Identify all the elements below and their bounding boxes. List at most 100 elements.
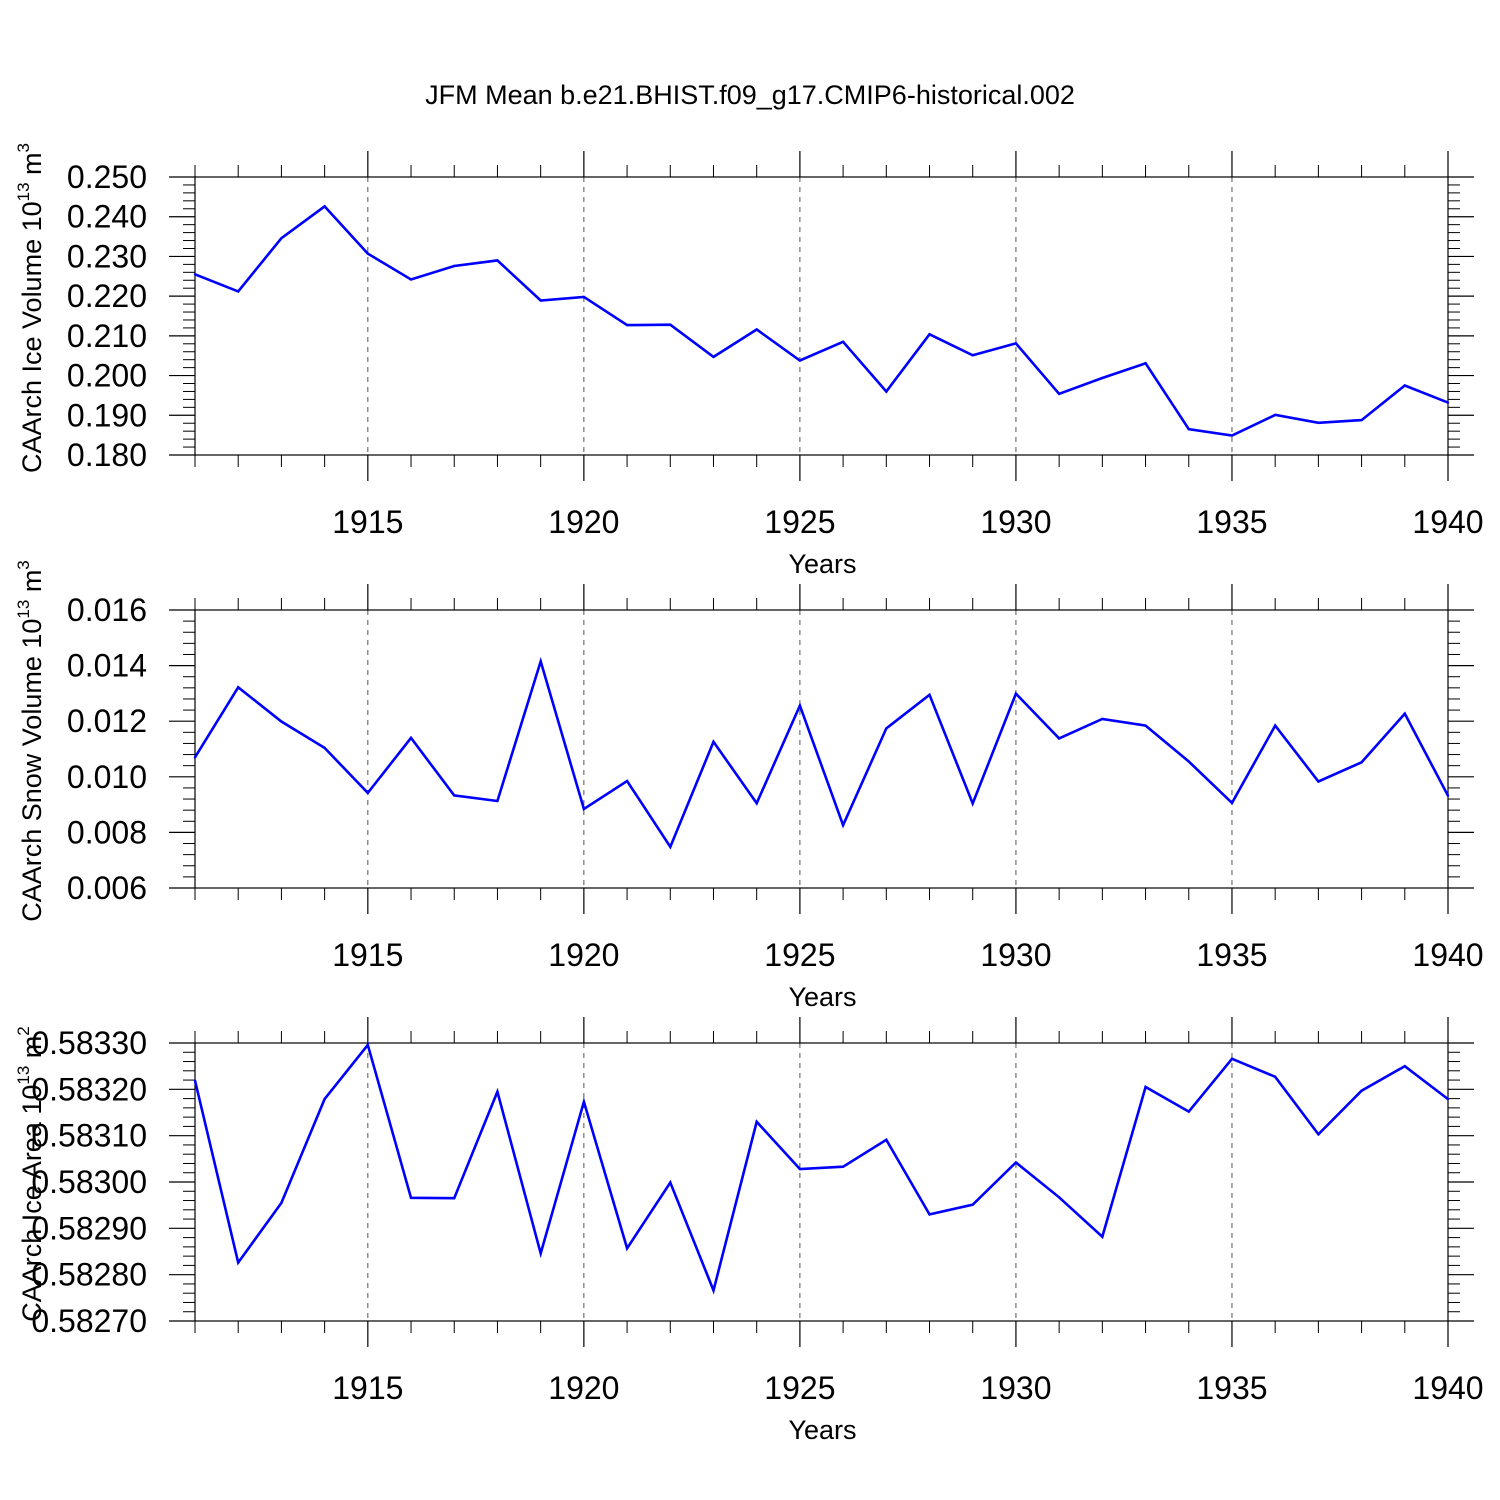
x-tick-label: 1935 bbox=[1196, 937, 1267, 973]
y-tick-label: 0.180 bbox=[67, 437, 147, 473]
data-point-1913 bbox=[280, 236, 283, 240]
data-point-1915 bbox=[366, 252, 370, 255]
data-point-1911 bbox=[193, 756, 197, 759]
data-point-1920 bbox=[582, 807, 586, 811]
data-point-1938 bbox=[1360, 1089, 1363, 1092]
data-point-1919 bbox=[539, 660, 542, 663]
y-tick-label: 0.008 bbox=[67, 814, 147, 850]
y-axis-label-unit: m bbox=[17, 570, 47, 600]
data-point-1932 bbox=[1101, 376, 1104, 380]
series-line bbox=[193, 656, 1450, 850]
data-point-1917 bbox=[453, 1197, 456, 1200]
data-point-1919 bbox=[539, 1252, 542, 1255]
y-tick-label: 0.58280 bbox=[31, 1257, 147, 1293]
data-point-1939 bbox=[1403, 384, 1406, 387]
data-point-1925 bbox=[798, 704, 802, 707]
data-point-1932 bbox=[1101, 1235, 1104, 1238]
y-axis-label: CAArch Ice Area 1013 m2 bbox=[14, 1026, 47, 1322]
data-point-1922 bbox=[669, 323, 672, 326]
data-point-1912 bbox=[237, 1261, 240, 1264]
x-tick-label: 1940 bbox=[1412, 504, 1483, 540]
y-axis-label-text: CAArch Snow Volume 10 bbox=[17, 619, 47, 922]
data-point-1938 bbox=[1360, 418, 1363, 422]
data-point-1923 bbox=[712, 1289, 715, 1292]
plot-frame bbox=[194, 176, 1449, 456]
y-tick-label: 0.016 bbox=[67, 592, 147, 628]
data-point-1936 bbox=[1273, 724, 1277, 727]
x-tick-label: 1930 bbox=[980, 937, 1051, 973]
data-point-1916 bbox=[409, 736, 413, 740]
data-point-1929 bbox=[971, 354, 974, 357]
data-point-1916 bbox=[409, 1196, 413, 1199]
y-tick-label: 0.220 bbox=[67, 278, 147, 314]
data-point-1931 bbox=[1057, 737, 1061, 740]
data-point-1924 bbox=[755, 802, 758, 805]
y-tick-label: 0.58300 bbox=[31, 1164, 147, 1200]
x-tick-label: 1915 bbox=[332, 1370, 403, 1406]
data-point-1925 bbox=[798, 1167, 802, 1171]
x-tick-label: 1920 bbox=[548, 1370, 619, 1406]
y-tick-label: 0.200 bbox=[67, 358, 147, 394]
data-point-1913 bbox=[280, 1201, 283, 1205]
data-point-1938 bbox=[1360, 761, 1363, 764]
series-line bbox=[194, 204, 1449, 437]
data-point-1912 bbox=[237, 290, 240, 293]
data-point-1922 bbox=[669, 845, 672, 849]
data-point-1914 bbox=[323, 746, 326, 750]
series-line bbox=[193, 1042, 1449, 1295]
x-axis-label: Years bbox=[788, 549, 856, 579]
data-point-1936 bbox=[1273, 413, 1277, 417]
plot-frame bbox=[194, 609, 1449, 889]
data-point-1921 bbox=[625, 323, 629, 327]
data-point-1927 bbox=[885, 1138, 888, 1142]
x-tick-label: 1920 bbox=[548, 937, 619, 973]
data-point-1940 bbox=[1446, 794, 1450, 797]
data-point-1928 bbox=[928, 1213, 931, 1216]
data-point-1924 bbox=[755, 328, 758, 331]
data-point-1922 bbox=[669, 1181, 672, 1184]
x-tick-label: 1925 bbox=[764, 504, 835, 540]
x-tick-label: 1935 bbox=[1196, 1370, 1267, 1406]
y-tick-label: 0.230 bbox=[67, 238, 147, 274]
data-point-1919 bbox=[539, 299, 542, 302]
y-tick-label: 0.58310 bbox=[31, 1118, 147, 1154]
data-point-1921 bbox=[625, 779, 629, 783]
data-point-1936 bbox=[1273, 1075, 1277, 1079]
data-point-1911 bbox=[193, 1079, 197, 1082]
data-point-1926 bbox=[841, 823, 845, 827]
data-point-1932 bbox=[1101, 717, 1104, 721]
y-tick-label: 0.210 bbox=[67, 318, 147, 354]
data-point-1913 bbox=[280, 720, 283, 723]
y-tick-label: 0.012 bbox=[67, 703, 147, 739]
data-point-1930 bbox=[1014, 692, 1018, 695]
y-axis-label-text: CAArch Ice Area 10 bbox=[17, 1085, 47, 1322]
data-point-1914 bbox=[323, 1097, 326, 1101]
data-point-1912 bbox=[237, 686, 240, 689]
data-point-1915 bbox=[366, 1043, 370, 1047]
y-axis-label-unit: m bbox=[17, 1036, 47, 1066]
y-axis-label-exponent: 13 bbox=[14, 182, 33, 201]
x-tick-label: 1925 bbox=[764, 937, 835, 973]
x-tick-label: 1935 bbox=[1196, 504, 1267, 540]
data-point-1921 bbox=[625, 1247, 629, 1250]
data-point-1929 bbox=[971, 802, 974, 805]
data-point-1935 bbox=[1230, 1057, 1234, 1060]
x-tick-label: 1915 bbox=[332, 504, 403, 540]
y-tick-label: 0.014 bbox=[67, 648, 147, 684]
y-tick-label: 0.58270 bbox=[31, 1303, 147, 1339]
y-axis-label-unit-exponent: 3 bbox=[14, 143, 33, 152]
data-point-1920 bbox=[582, 1100, 586, 1104]
data-point-1930 bbox=[1014, 342, 1018, 345]
x-tick-label: 1940 bbox=[1412, 1370, 1483, 1406]
x-tick-label: 1920 bbox=[548, 504, 619, 540]
x-axis-label: Years bbox=[788, 1415, 856, 1445]
data-point-1926 bbox=[841, 340, 845, 344]
y-axis-label: CAArch Snow Volume 1013 m3 bbox=[14, 560, 47, 922]
x-tick-label: 1915 bbox=[332, 937, 403, 973]
data-point-1940 bbox=[1446, 1097, 1450, 1101]
data-point-1933 bbox=[1144, 724, 1147, 727]
